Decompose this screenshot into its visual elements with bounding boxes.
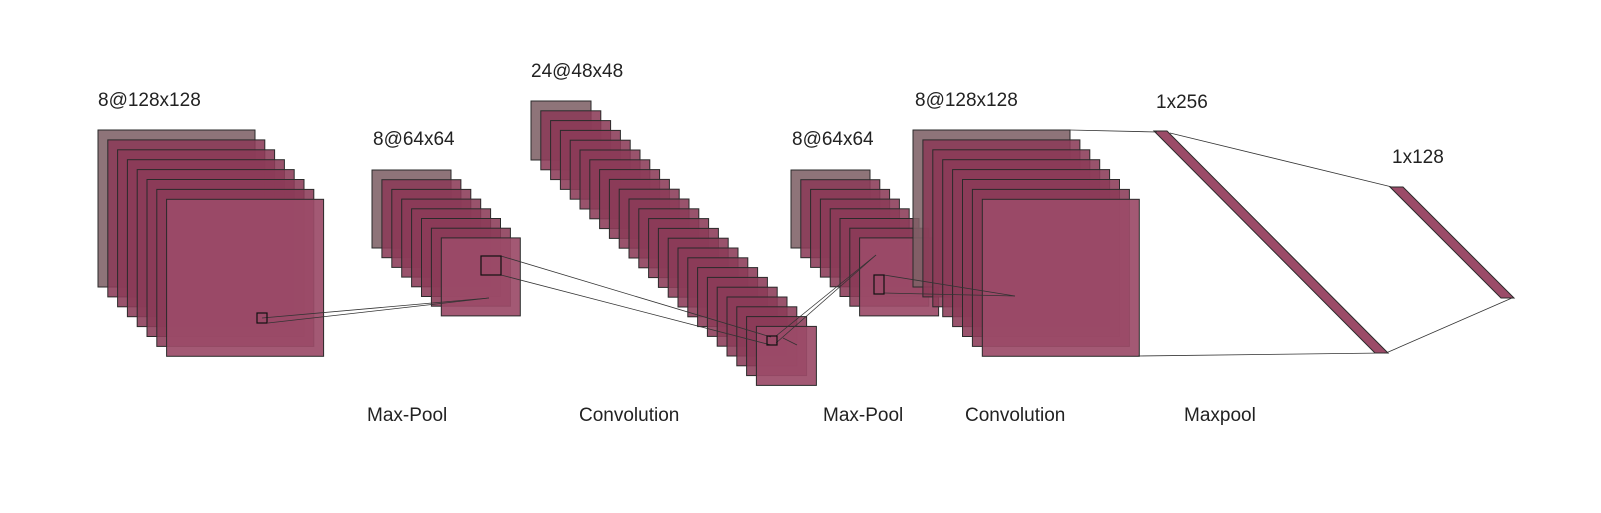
connection-line-4: [500, 274, 772, 346]
layer-5-dims-label: 8@128x128: [915, 90, 1018, 111]
layer-3-dims-label: 24@48x48: [531, 61, 623, 82]
connection-line-6: [775, 254, 877, 344]
feature-map-5-8: [981, 198, 1140, 357]
feature-map-stacks: [97, 100, 1140, 386]
operation-label-5: Maxpool: [1184, 405, 1256, 426]
layer-4-dims-label: 8@64x64: [792, 129, 874, 150]
receptive-field-2: [480, 255, 502, 276]
connection-line-3: [500, 255, 772, 338]
connection-line-5: [775, 254, 877, 337]
layer-1-dims-label: 8@128x128: [98, 90, 201, 111]
connection-line-8: [883, 274, 1016, 297]
operation-label-1: Max-Pool: [367, 405, 447, 426]
operation-label-4: Convolution: [965, 405, 1065, 426]
connection-line-13: [1385, 297, 1513, 354]
receptive-field-1: [256, 312, 268, 324]
connection-line-7: [782, 337, 798, 346]
dense-vectors: [1152, 130, 1516, 354]
receptive-field-4: [873, 274, 885, 295]
operation-label-3: Max-Pool: [823, 405, 903, 426]
connection-line-2: [267, 297, 490, 324]
dense-vector-1x128: [1388, 186, 1516, 299]
connection-line-11: [1137, 352, 1385, 357]
connection-line-9: [883, 292, 1016, 297]
connection-line-1: [261, 297, 490, 319]
operation-label-2: Convolution: [579, 405, 679, 426]
stack-layer-2: [371, 169, 521, 317]
feature-map-1-8: [166, 198, 325, 357]
layer-6-dims-label: 1x256: [1156, 92, 1208, 113]
layer-2-dims-label: 8@64x64: [373, 129, 455, 150]
connection-line-10: [1069, 129, 1158, 133]
connection-lines: [256, 129, 1513, 357]
receptive-field-3: [766, 335, 778, 346]
dense-vector-1x256: [1152, 130, 1390, 354]
stack-layer-5: [912, 129, 1140, 357]
stack-layer-3: [530, 100, 817, 386]
layer-7-dims-label: 1x128: [1392, 147, 1444, 168]
stack-layer-1: [97, 129, 325, 357]
connection-line-12: [1169, 132, 1393, 188]
